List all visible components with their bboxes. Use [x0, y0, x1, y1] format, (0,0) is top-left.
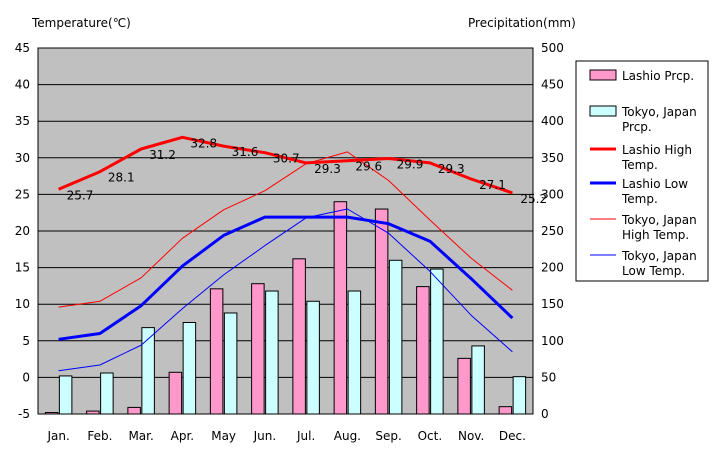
precip-bar — [292, 258, 306, 415]
legend-label: Tokyo, Japan — [621, 213, 697, 227]
precip-bar — [58, 375, 73, 415]
data-label: 28.1 — [108, 171, 135, 185]
data-label: 31.6 — [232, 145, 259, 159]
x-axis-ticks: Jan. Feb. Mar. Apr. May Jun. Jul. Aug. Sep. Oct. N… — [46, 429, 525, 443]
temp-line — [58, 151, 513, 308]
precip-bar — [168, 371, 183, 415]
y2-tick-label: 100 — [541, 334, 564, 348]
legend-label: Prcp. — [622, 120, 652, 134]
precip-bar — [209, 288, 224, 415]
x-tick-label: Nov. — [458, 429, 484, 443]
y-tick-label: 45 — [15, 41, 30, 55]
y2-axis-title: Precipitation(mm) — [468, 16, 576, 30]
y2-axis-ticks: 0 50 100 150 200 250 300 350 400 450 500 — [541, 41, 564, 421]
x-tick-label: Apr. — [171, 429, 194, 443]
legend-label: Temp. — [621, 192, 658, 206]
precip-bar — [86, 410, 100, 415]
precip-bar — [374, 208, 389, 415]
y2-tick-label: 450 — [541, 78, 564, 92]
y-tick-label: 5 — [22, 334, 30, 348]
y-axis-ticks: -5 0 5 10 15 20 25 30 35 40 45 — [15, 41, 30, 421]
data-label: 25.2 — [520, 192, 547, 206]
x-tick-label: Oct. — [418, 429, 443, 443]
precip-bar — [251, 283, 265, 415]
data-labels: 25.7 28.1 31.2 32.8 31.6 30.7 29.3 29.6 29.9 29.3… — [67, 136, 547, 206]
legend-label: Lashio Prcp. — [622, 69, 694, 83]
precip-bar — [182, 322, 197, 415]
legend-label: Lashio High — [622, 143, 692, 157]
precip-bar — [265, 290, 279, 415]
y2-tick-label: 250 — [541, 224, 564, 238]
x-tick-label: Mar. — [128, 429, 153, 443]
y2-tick-label: 350 — [541, 151, 564, 165]
precip-bar — [430, 268, 444, 415]
x-tick-label: Sep. — [375, 429, 401, 443]
y-axis-title: Temperature(℃) — [31, 16, 131, 30]
y-tick-label: -5 — [18, 407, 30, 421]
temp-line — [58, 135, 513, 195]
temp-line — [58, 208, 513, 372]
y2-tick-label: 150 — [541, 297, 564, 311]
y-tick-label: 35 — [15, 114, 30, 128]
precip-bar — [457, 357, 471, 415]
y-tick-label: 30 — [15, 151, 30, 165]
legend-swatch — [589, 69, 617, 81]
precip-bar — [347, 290, 362, 415]
precip-bar — [471, 345, 485, 415]
data-label: 29.9 — [397, 158, 424, 172]
precip-bar — [100, 372, 114, 415]
precip-bar — [512, 376, 527, 415]
data-label: 29.6 — [355, 160, 382, 174]
x-tick-label: Dec. — [499, 429, 526, 443]
y-tick-label: 15 — [15, 261, 30, 275]
y2-tick-label: 200 — [541, 261, 564, 275]
y2-tick-label: 400 — [541, 114, 564, 128]
x-tick-label: Jul. — [296, 429, 315, 443]
data-label: 32.8 — [190, 136, 217, 150]
y2-tick-label: 500 — [541, 41, 564, 55]
legend-label: Tokyo, Japan — [621, 105, 697, 119]
y-tick-label: 10 — [15, 297, 30, 311]
data-label: 27.1 — [479, 178, 506, 192]
temperature-lines — [58, 135, 514, 372]
x-tick-label: Jan. — [46, 429, 69, 443]
legend-label: High Temp. — [622, 228, 689, 242]
precip-bar — [306, 300, 320, 415]
y2-tick-label: 300 — [541, 187, 564, 201]
legend-box — [575, 60, 709, 282]
legend-label: Temp. — [621, 158, 658, 172]
x-tick-label: Feb. — [87, 429, 112, 443]
temp-line — [58, 215, 514, 341]
x-tick-label: Jun. — [253, 429, 277, 443]
data-label: 30.7 — [273, 152, 300, 166]
legend-label: Low Temp. — [622, 264, 685, 278]
precip-bar — [223, 312, 238, 415]
x-tick-label: May — [211, 429, 236, 443]
data-label: 29.3 — [314, 162, 341, 176]
y-tick-label: 25 — [15, 187, 30, 201]
data-label: 25.7 — [67, 188, 94, 202]
precip-bar — [498, 406, 513, 415]
data-label: 31.2 — [149, 148, 176, 162]
y-tick-label: 20 — [15, 224, 30, 238]
legend-label: Lashio Low — [622, 177, 688, 191]
legend-label: Tokyo, Japan — [621, 249, 697, 263]
precip-bar — [141, 327, 155, 415]
precip-bar — [388, 259, 403, 415]
precip-bar — [416, 286, 430, 415]
precip-bar — [333, 201, 348, 415]
y-tick-label: 40 — [15, 78, 30, 92]
precip-bar — [44, 412, 59, 415]
y2-tick-label: 0 — [541, 407, 549, 421]
y2-tick-label: 50 — [541, 370, 556, 384]
y-tick-label: 0 — [22, 370, 30, 384]
legend-swatch — [589, 105, 617, 117]
gridlines — [38, 47, 533, 415]
data-label: 29.3 — [438, 162, 465, 176]
precipitation-bars — [44, 201, 527, 415]
precip-bar — [127, 406, 141, 415]
x-tick-label: Aug. — [334, 429, 361, 443]
